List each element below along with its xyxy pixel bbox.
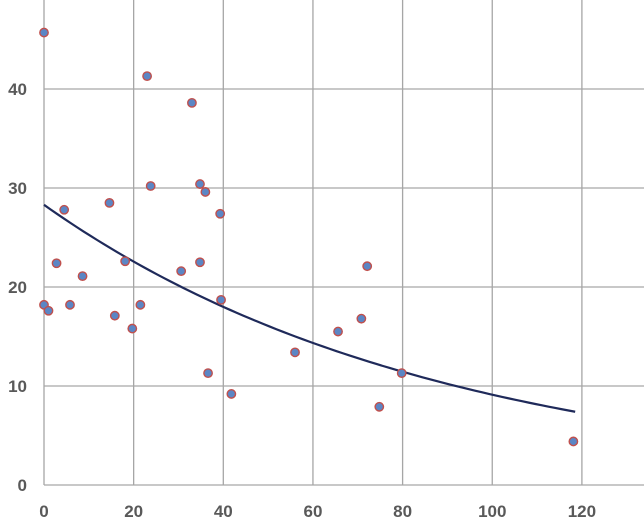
data-points <box>39 27 579 447</box>
data-point <box>142 71 152 82</box>
data-point <box>226 389 237 399</box>
data-point <box>195 257 205 268</box>
data-point <box>290 347 300 358</box>
x-tick-label: 60 <box>303 502 322 521</box>
data-point <box>176 266 187 277</box>
x-tick-label: 40 <box>214 502 233 521</box>
data-point <box>127 323 138 334</box>
data-point <box>333 326 343 337</box>
data-point <box>374 401 385 412</box>
data-point <box>39 27 49 38</box>
data-point <box>568 436 579 447</box>
data-point <box>59 204 70 215</box>
data-point <box>396 368 407 379</box>
data-point <box>120 256 131 267</box>
x-tick-label: 80 <box>393 502 412 521</box>
x-tick-label: 0 <box>39 502 48 521</box>
data-point <box>356 313 367 324</box>
x-tick-label: 120 <box>568 502 596 521</box>
data-point <box>200 187 211 197</box>
x-axis-tick-labels: 0 20 40 60 80 100 120 <box>39 502 596 521</box>
trendline <box>43 203 576 413</box>
data-point <box>203 368 213 379</box>
data-point <box>104 197 115 208</box>
data-point <box>215 208 226 219</box>
y-axis-tick-labels: 0 10 20 30 40 <box>8 80 27 495</box>
data-point <box>216 294 226 305</box>
horizontal-gridlines <box>44 88 644 486</box>
data-point <box>362 261 373 272</box>
y-tick-label: 30 <box>8 179 27 198</box>
data-point <box>43 305 54 316</box>
y-tick-label: 10 <box>8 377 27 396</box>
y-tick-label: 20 <box>8 278 27 297</box>
data-point <box>65 299 75 310</box>
exponential-trendline <box>43 203 576 413</box>
y-tick-label: 40 <box>8 80 27 99</box>
data-point <box>195 179 205 189</box>
data-point <box>109 310 120 321</box>
vertical-gridlines <box>43 0 583 485</box>
data-point <box>145 181 156 191</box>
data-point <box>51 258 62 269</box>
data-point <box>77 271 88 282</box>
x-tick-label: 20 <box>124 502 143 521</box>
data-point <box>135 299 146 310</box>
y-tick-label: 0 <box>18 476 27 495</box>
data-point <box>187 97 197 108</box>
x-tick-label: 100 <box>478 502 506 521</box>
